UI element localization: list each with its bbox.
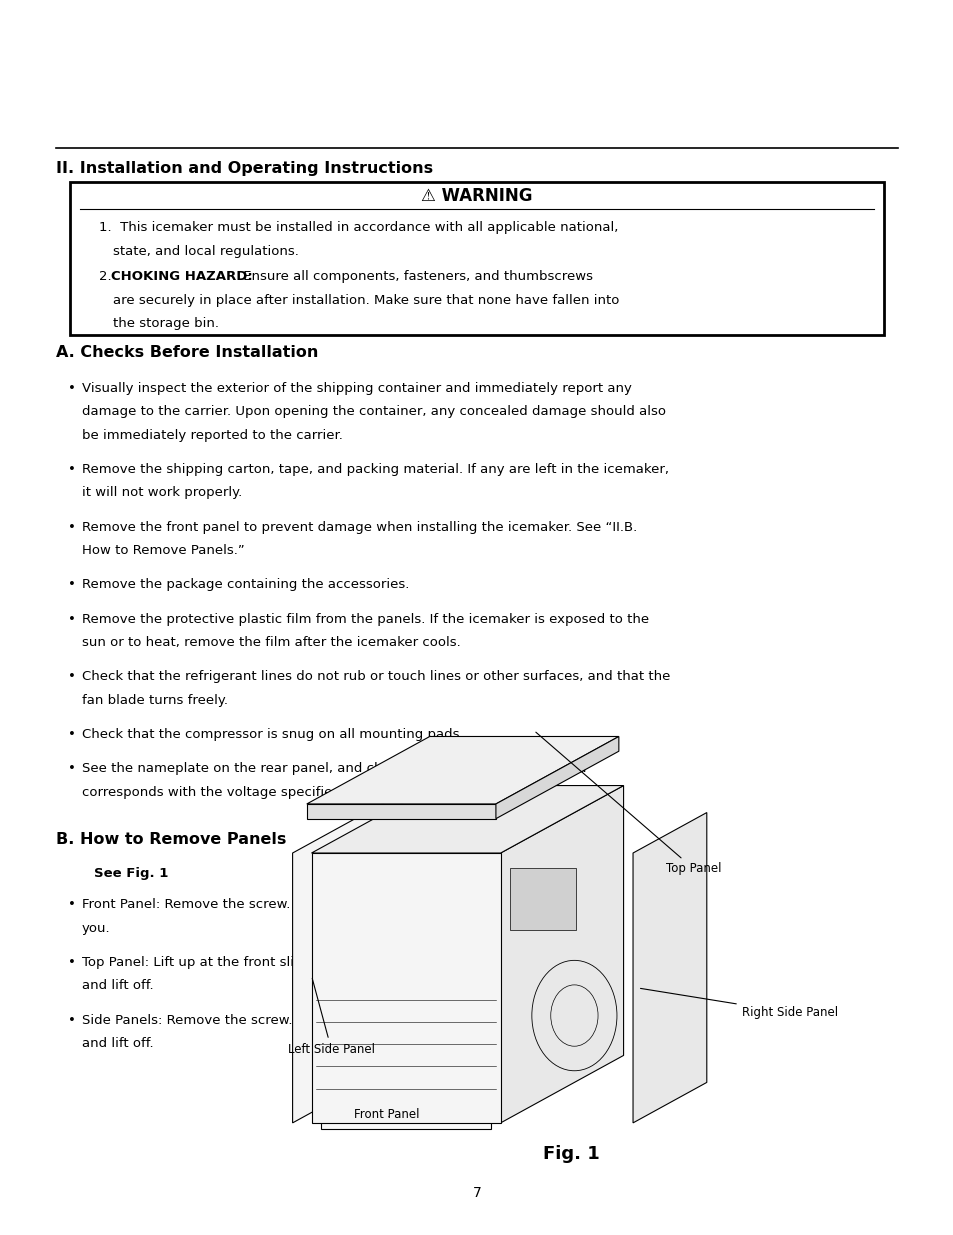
Text: •: • bbox=[69, 956, 76, 969]
Text: See the nameplate on the rear panel, and check that your voltage supplied: See the nameplate on the rear panel, and… bbox=[82, 762, 585, 776]
Text: •: • bbox=[69, 463, 76, 475]
Text: Front Panel: Front Panel bbox=[354, 1108, 419, 1121]
Text: Front Panel: Remove the screw. Lift up and towards: Front Panel: Remove the screw. Lift up a… bbox=[82, 898, 422, 911]
Text: it will not work properly.: it will not work properly. bbox=[82, 487, 242, 499]
Text: •: • bbox=[69, 762, 76, 776]
Text: Remove the protective plastic film from the panels. If the icemaker is exposed t: Remove the protective plastic film from … bbox=[82, 613, 648, 626]
Text: •: • bbox=[69, 382, 76, 395]
Text: you.: you. bbox=[82, 921, 111, 935]
Text: •: • bbox=[69, 578, 76, 592]
Polygon shape bbox=[496, 736, 618, 819]
Text: Top Panel: Lift up at the front slightly, push rearward,: Top Panel: Lift up at the front slightly… bbox=[82, 956, 436, 969]
Text: damage to the carrier. Upon opening the container, any concealed damage should a: damage to the carrier. Upon opening the … bbox=[82, 405, 665, 419]
Text: 7: 7 bbox=[472, 1186, 481, 1200]
Text: are securely in place after installation. Make sure that none have fallen into: are securely in place after installation… bbox=[112, 294, 618, 306]
Polygon shape bbox=[312, 853, 500, 1123]
Text: •: • bbox=[69, 521, 76, 534]
Text: Right Side Panel: Right Side Panel bbox=[639, 988, 837, 1019]
Text: fan blade turns freely.: fan blade turns freely. bbox=[82, 694, 228, 706]
Text: •: • bbox=[69, 613, 76, 626]
Polygon shape bbox=[633, 813, 706, 1123]
Text: Remove the shipping carton, tape, and packing material. If any are left in the i: Remove the shipping carton, tape, and pa… bbox=[82, 463, 668, 475]
Polygon shape bbox=[307, 804, 496, 819]
Text: •: • bbox=[69, 727, 76, 741]
Text: Check that the compressor is snug on all mounting pads.: Check that the compressor is snug on all… bbox=[82, 727, 463, 741]
Text: Remove the package containing the accessories.: Remove the package containing the access… bbox=[82, 578, 409, 592]
Text: corresponds with the voltage specified on the nameplate.: corresponds with the voltage specified o… bbox=[82, 785, 467, 799]
Text: sun or to heat, remove the film after the icemaker cools.: sun or to heat, remove the film after th… bbox=[82, 636, 460, 648]
Text: •: • bbox=[69, 898, 76, 911]
Text: Check that the refrigerant lines do not rub or touch lines or other surfaces, an: Check that the refrigerant lines do not … bbox=[82, 671, 669, 683]
Text: Remove the front panel to prevent damage when installing the icemaker. See “II.B: Remove the front panel to prevent damage… bbox=[82, 521, 637, 534]
Text: Left Side Panel: Left Side Panel bbox=[288, 978, 375, 1056]
Text: •: • bbox=[69, 1014, 76, 1026]
Text: ⚠ WARNING: ⚠ WARNING bbox=[421, 186, 532, 205]
Text: Ensure all components, fasteners, and thumbscrews: Ensure all components, fasteners, and th… bbox=[238, 270, 592, 283]
Text: A. Checks Before Installation: A. Checks Before Installation bbox=[56, 345, 318, 361]
Text: state, and local regulations.: state, and local regulations. bbox=[112, 245, 298, 258]
Text: •: • bbox=[69, 671, 76, 683]
Text: the storage bin.: the storage bin. bbox=[112, 317, 218, 330]
Polygon shape bbox=[307, 736, 618, 804]
Text: and lift off.: and lift off. bbox=[82, 1037, 153, 1050]
Polygon shape bbox=[320, 884, 491, 1129]
Text: Fig. 1: Fig. 1 bbox=[542, 1145, 599, 1163]
Text: II. Installation and Operating Instructions: II. Installation and Operating Instructi… bbox=[56, 162, 433, 177]
Text: See Fig. 1: See Fig. 1 bbox=[94, 867, 168, 879]
Polygon shape bbox=[293, 785, 416, 1123]
Text: 2.: 2. bbox=[98, 270, 120, 283]
Text: be immediately reported to the carrier.: be immediately reported to the carrier. bbox=[82, 429, 342, 442]
Text: How to Remove Panels.”: How to Remove Panels.” bbox=[82, 543, 244, 557]
Text: 1.  This icemaker must be installed in accordance with all applicable national,: 1. This icemaker must be installed in ac… bbox=[98, 221, 618, 235]
Bar bbox=[71, 182, 882, 336]
Text: Top Panel: Top Panel bbox=[536, 732, 720, 876]
Text: and lift off.: and lift off. bbox=[82, 979, 153, 993]
Polygon shape bbox=[500, 785, 623, 1123]
Bar bbox=[510, 868, 576, 930]
Polygon shape bbox=[312, 785, 623, 853]
Text: Side Panels: Remove the screw. Slide forward slightly: Side Panels: Remove the screw. Slide for… bbox=[82, 1014, 436, 1026]
Text: CHOKING HAZARD:: CHOKING HAZARD: bbox=[111, 270, 253, 283]
Text: B. How to Remove Panels: B. How to Remove Panels bbox=[56, 832, 286, 847]
Text: Visually inspect the exterior of the shipping container and immediately report a: Visually inspect the exterior of the shi… bbox=[82, 382, 631, 395]
